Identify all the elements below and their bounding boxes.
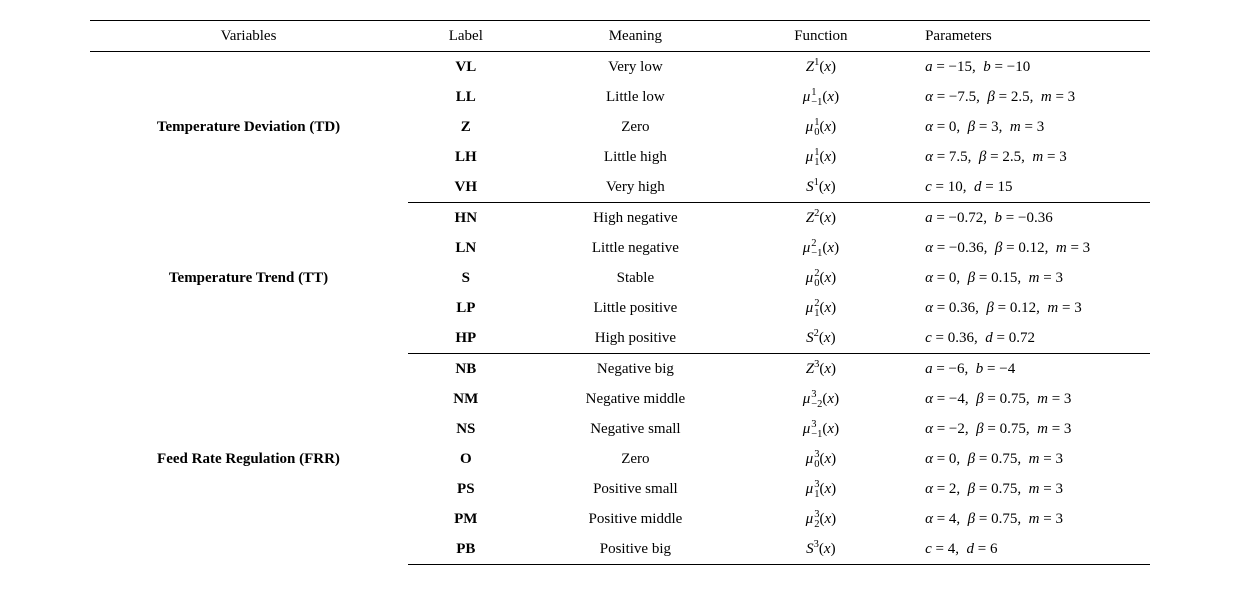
function-cell: μ3−2(x) xyxy=(747,384,895,414)
label-cell: LP xyxy=(408,293,525,323)
parameters-cell: α = 0, β = 3, m = 3 xyxy=(895,112,1149,142)
function-cell: Z2(x) xyxy=(747,203,895,234)
label-cell: LL xyxy=(408,82,525,112)
label-cell: VH xyxy=(408,172,525,203)
label-cell: O xyxy=(408,444,525,474)
meaning-cell: Stable xyxy=(524,263,747,293)
function-cell: μ1−1(x) xyxy=(747,82,895,112)
function-cell: μ30(x) xyxy=(747,444,895,474)
label-cell: VL xyxy=(408,52,525,83)
parameters-cell: c = 0.36, d = 0.72 xyxy=(895,323,1149,354)
function-cell: Z3(x) xyxy=(747,354,895,385)
label-cell: NB xyxy=(408,354,525,385)
meaning-cell: Positive big xyxy=(524,534,747,565)
fuzzy-variables-table: Variables Label Meaning Function Paramet… xyxy=(90,20,1150,565)
parameters-cell: c = 4, d = 6 xyxy=(895,534,1149,565)
meaning-cell: Little positive xyxy=(524,293,747,323)
col-function: Function xyxy=(747,21,895,52)
table-row: Temperature Deviation (TD)VLVery lowZ1(x… xyxy=(90,52,1150,83)
meaning-cell: High negative xyxy=(524,203,747,234)
function-cell: μ3−1(x) xyxy=(747,414,895,444)
table-header-row: Variables Label Meaning Function Paramet… xyxy=(90,21,1150,52)
meaning-cell: Positive small xyxy=(524,474,747,504)
variable-name: Temperature Trend (TT) xyxy=(90,203,408,354)
meaning-cell: Very high xyxy=(524,172,747,203)
label-cell: PB xyxy=(408,534,525,565)
label-cell: PM xyxy=(408,504,525,534)
label-cell: NM xyxy=(408,384,525,414)
parameters-cell: α = 0, β = 0.15, m = 3 xyxy=(895,263,1149,293)
function-cell: Z1(x) xyxy=(747,52,895,83)
parameters-cell: c = 10, d = 15 xyxy=(895,172,1149,203)
function-cell: μ20(x) xyxy=(747,263,895,293)
meaning-cell: Negative small xyxy=(524,414,747,444)
meaning-cell: Zero xyxy=(524,112,747,142)
function-cell: μ2−1(x) xyxy=(747,233,895,263)
parameters-cell: a = −15, b = −10 xyxy=(895,52,1149,83)
parameters-cell: α = 0, β = 0.75, m = 3 xyxy=(895,444,1149,474)
label-cell: PS xyxy=(408,474,525,504)
function-cell: μ32(x) xyxy=(747,504,895,534)
label-cell: HP xyxy=(408,323,525,354)
table-row: Feed Rate Regulation (FRR)NBNegative big… xyxy=(90,354,1150,385)
parameters-cell: α = 7.5, β = 2.5, m = 3 xyxy=(895,142,1149,172)
parameters-cell: α = 4, β = 0.75, m = 3 xyxy=(895,504,1149,534)
meaning-cell: Little negative xyxy=(524,233,747,263)
function-cell: μ11(x) xyxy=(747,142,895,172)
meaning-cell: Zero xyxy=(524,444,747,474)
label-cell: S xyxy=(408,263,525,293)
meaning-cell: Negative middle xyxy=(524,384,747,414)
label-cell: HN xyxy=(408,203,525,234)
meaning-cell: Very low xyxy=(524,52,747,83)
variable-name: Temperature Deviation (TD) xyxy=(90,52,408,203)
variable-name: Feed Rate Regulation (FRR) xyxy=(90,354,408,565)
col-variables: Variables xyxy=(90,21,408,52)
col-label: Label xyxy=(408,21,525,52)
function-cell: S3(x) xyxy=(747,534,895,565)
parameters-cell: α = −0.36, β = 0.12, m = 3 xyxy=(895,233,1149,263)
col-parameters: Parameters xyxy=(895,21,1149,52)
meaning-cell: Little high xyxy=(524,142,747,172)
table-row: Temperature Trend (TT)HNHigh negativeZ2(… xyxy=(90,203,1150,234)
label-cell: LH xyxy=(408,142,525,172)
function-cell: μ21(x) xyxy=(747,293,895,323)
label-cell: LN xyxy=(408,233,525,263)
label-cell: NS xyxy=(408,414,525,444)
parameters-cell: α = −2, β = 0.75, m = 3 xyxy=(895,414,1149,444)
function-cell: μ10(x) xyxy=(747,112,895,142)
meaning-cell: Negative big xyxy=(524,354,747,385)
parameters-cell: α = −4, β = 0.75, m = 3 xyxy=(895,384,1149,414)
meaning-cell: Positive middle xyxy=(524,504,747,534)
parameters-cell: α = 0.36, β = 0.12, m = 3 xyxy=(895,293,1149,323)
col-meaning: Meaning xyxy=(524,21,747,52)
parameters-cell: a = −0.72, b = −0.36 xyxy=(895,203,1149,234)
label-cell: Z xyxy=(408,112,525,142)
function-cell: S1(x) xyxy=(747,172,895,203)
parameters-cell: α = 2, β = 0.75, m = 3 xyxy=(895,474,1149,504)
parameters-cell: α = −7.5, β = 2.5, m = 3 xyxy=(895,82,1149,112)
meaning-cell: High positive xyxy=(524,323,747,354)
parameters-cell: a = −6, b = −4 xyxy=(895,354,1149,385)
function-cell: μ31(x) xyxy=(747,474,895,504)
function-cell: S2(x) xyxy=(747,323,895,354)
meaning-cell: Little low xyxy=(524,82,747,112)
